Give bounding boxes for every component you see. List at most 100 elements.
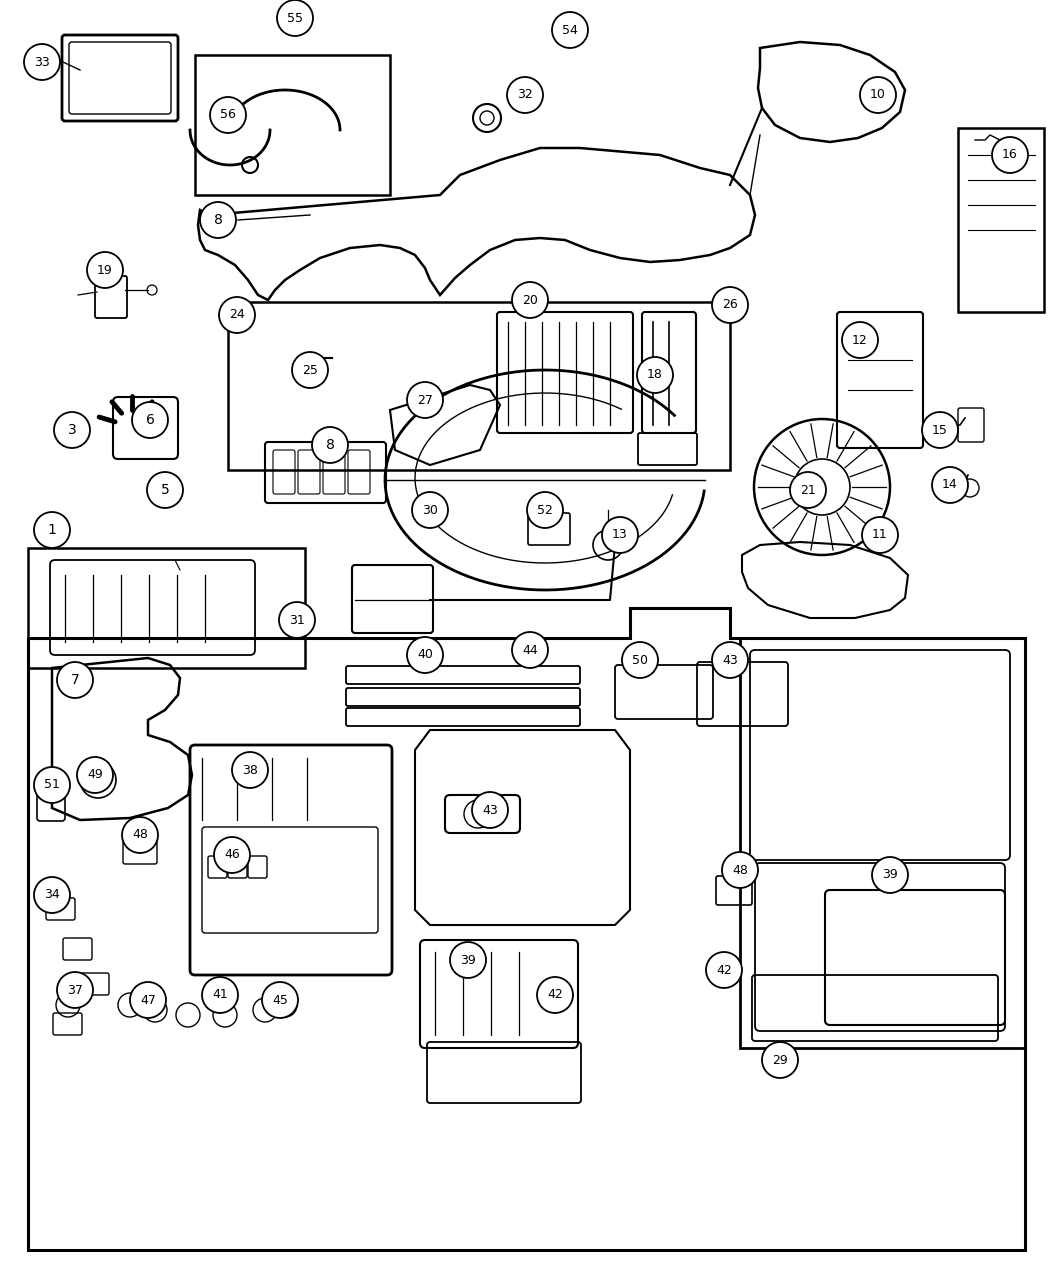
Circle shape [932,467,968,503]
Text: 43: 43 [722,654,737,667]
Text: 42: 42 [716,964,732,977]
Text: 52: 52 [538,503,553,516]
Text: 44: 44 [522,644,538,656]
Circle shape [922,412,958,448]
Text: 24: 24 [229,309,245,322]
Circle shape [512,282,548,318]
Circle shape [790,472,826,508]
Circle shape [638,358,673,393]
Circle shape [712,642,748,678]
Circle shape [412,492,448,527]
Text: 6: 6 [145,412,155,427]
Text: 47: 47 [140,994,156,1006]
Text: 18: 18 [647,369,663,382]
Text: 31: 31 [289,613,305,627]
Circle shape [622,642,658,678]
Circle shape [706,951,742,988]
Text: 16: 16 [1003,148,1018,161]
Circle shape [34,512,70,548]
Circle shape [262,982,298,1018]
Text: 55: 55 [287,11,303,24]
Circle shape [130,982,166,1018]
Circle shape [472,792,508,827]
Text: 32: 32 [518,88,533,101]
Circle shape [407,637,443,673]
Circle shape [277,0,313,36]
Circle shape [527,492,563,527]
Circle shape [859,77,896,112]
Circle shape [842,322,878,358]
Circle shape [602,517,638,553]
Circle shape [219,298,255,333]
Circle shape [202,977,238,1013]
Circle shape [552,11,588,49]
Circle shape [122,817,158,853]
Circle shape [147,472,183,508]
Circle shape [312,427,348,464]
Text: 39: 39 [460,954,476,967]
Text: 3: 3 [67,423,77,437]
Text: 13: 13 [612,529,628,541]
Text: 1: 1 [47,524,57,538]
Circle shape [512,632,548,668]
Circle shape [34,877,70,913]
Text: 8: 8 [214,213,222,227]
Text: 30: 30 [422,503,438,516]
Circle shape [872,857,908,893]
Circle shape [214,836,250,873]
Text: 56: 56 [220,109,236,121]
Circle shape [210,97,246,133]
Circle shape [77,757,113,793]
Text: 21: 21 [801,484,816,497]
Text: 45: 45 [272,994,288,1006]
Circle shape [200,202,236,238]
Text: 49: 49 [87,769,103,782]
Circle shape [87,252,123,289]
Text: 5: 5 [161,483,169,497]
Text: 33: 33 [34,55,49,69]
Text: 48: 48 [732,863,748,876]
Circle shape [279,601,315,638]
Text: 27: 27 [417,393,433,406]
Text: 43: 43 [482,803,498,816]
Circle shape [34,767,70,803]
Circle shape [57,972,93,1008]
Text: 26: 26 [722,299,737,312]
Circle shape [537,977,573,1013]
Text: 40: 40 [417,649,433,661]
Text: 8: 8 [325,438,335,452]
Circle shape [57,661,93,699]
Circle shape [722,852,758,888]
Circle shape [992,137,1028,172]
Text: 25: 25 [302,364,318,377]
Text: 20: 20 [522,294,538,306]
Text: 29: 29 [772,1054,788,1066]
Text: 11: 11 [872,529,888,541]
Text: 10: 10 [870,88,886,101]
Text: 42: 42 [547,988,563,1001]
Text: 34: 34 [44,889,60,902]
Text: 14: 14 [943,479,958,492]
Circle shape [407,382,443,418]
Text: 7: 7 [70,673,79,687]
Circle shape [54,412,90,448]
Text: 15: 15 [932,424,948,437]
Circle shape [132,402,168,438]
Text: 19: 19 [97,263,113,277]
Circle shape [507,77,543,112]
Circle shape [712,287,748,323]
Text: 39: 39 [883,868,897,881]
Text: 12: 12 [852,333,868,346]
Text: 51: 51 [44,779,60,792]
Text: 54: 54 [562,23,578,37]
Circle shape [232,752,268,788]
Text: 46: 46 [224,848,240,862]
Circle shape [862,517,898,553]
Text: 41: 41 [213,988,228,1001]
Circle shape [762,1042,798,1078]
Text: 37: 37 [67,983,83,996]
Circle shape [24,43,60,80]
Text: 50: 50 [632,654,648,667]
Circle shape [292,352,328,388]
Text: 48: 48 [133,829,148,842]
